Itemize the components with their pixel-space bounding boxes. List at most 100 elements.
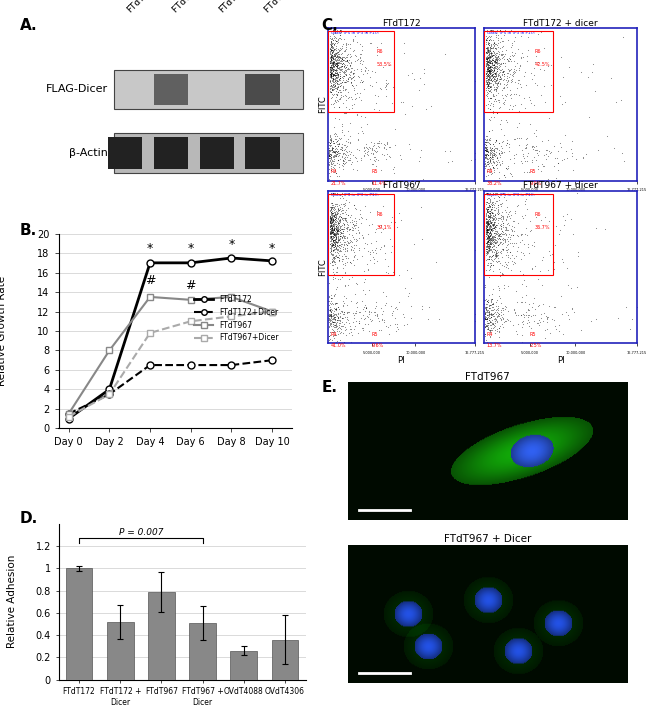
Point (330, 236, 340, 248)
Point (481, 213, 491, 224)
Point (334, 319, 345, 331)
Point (346, 65, 357, 76)
Point (501, 91, 512, 102)
Point (493, 35, 503, 46)
Point (485, 73, 495, 84)
Point (325, 137, 335, 149)
Point (493, 191, 504, 202)
Point (489, 84, 500, 95)
Point (484, 215, 494, 227)
Point (328, 53, 339, 64)
Point (354, 226, 364, 237)
Point (336, 76, 346, 87)
Point (518, 315, 528, 326)
Point (330, 228, 340, 239)
Point (328, 49, 339, 60)
Point (484, 49, 494, 60)
Point (488, 234, 498, 246)
Point (356, 152, 367, 164)
Point (483, 81, 493, 92)
Text: 42.5%: 42.5% (534, 62, 550, 67)
Point (330, 229, 340, 241)
Point (326, 71, 336, 82)
Point (488, 309, 499, 320)
Point (331, 64, 341, 76)
Point (490, 51, 501, 62)
Point (335, 189, 345, 200)
Point (326, 86, 336, 97)
Point (491, 326, 502, 337)
Point (482, 224, 492, 236)
Point (482, 202, 493, 213)
Point (328, 69, 338, 81)
Point (341, 135, 351, 147)
Point (506, 41, 517, 52)
Point (324, 148, 334, 159)
Point (488, 255, 498, 266)
Point (328, 69, 339, 80)
Point (363, 264, 374, 275)
Title: FTdT967: FTdT967 (465, 372, 510, 382)
Point (329, 289, 339, 300)
Point (326, 232, 336, 243)
Point (486, 152, 497, 164)
Point (483, 230, 493, 241)
Point (488, 198, 498, 210)
Point (482, 243, 493, 254)
Point (331, 72, 341, 84)
Point (393, 324, 403, 335)
Point (348, 72, 358, 83)
Point (584, 112, 595, 123)
Point (326, 227, 336, 238)
FTdT967+Dicer (268, 307, 276, 316)
Text: E.: E. (322, 380, 338, 395)
Point (496, 231, 506, 242)
FTdT172 (187, 258, 194, 267)
Point (488, 74, 499, 85)
Point (328, 60, 339, 72)
Point (482, 226, 493, 237)
FTdT967+Dicer (65, 412, 73, 421)
Point (339, 212, 349, 224)
Point (484, 62, 494, 73)
Point (328, 81, 338, 93)
Point (482, 44, 493, 55)
Point (504, 65, 514, 76)
Point (488, 265, 498, 276)
Point (495, 304, 506, 315)
Point (481, 212, 491, 224)
Point (484, 77, 494, 88)
Point (326, 57, 337, 68)
Point (335, 54, 346, 65)
Point (367, 144, 378, 156)
Point (487, 298, 497, 309)
Point (482, 134, 493, 145)
Point (335, 193, 345, 204)
Point (508, 50, 519, 62)
Point (528, 309, 539, 321)
Point (332, 219, 343, 231)
Point (586, 315, 597, 326)
Point (485, 164, 495, 175)
Point (328, 57, 338, 69)
Point (525, 67, 536, 79)
Point (343, 279, 354, 290)
Point (340, 152, 350, 163)
Point (489, 57, 500, 69)
Point (328, 216, 338, 227)
Point (530, 144, 540, 156)
Point (481, 73, 491, 84)
Point (482, 216, 492, 227)
Point (483, 241, 493, 252)
Point (331, 51, 341, 62)
Point (499, 191, 509, 202)
Point (370, 153, 381, 164)
Point (525, 119, 536, 130)
Point (365, 246, 375, 258)
Point (482, 249, 493, 260)
Point (483, 59, 493, 70)
Point (485, 216, 495, 227)
Point (504, 55, 515, 67)
Point (486, 236, 497, 247)
Point (326, 213, 337, 224)
